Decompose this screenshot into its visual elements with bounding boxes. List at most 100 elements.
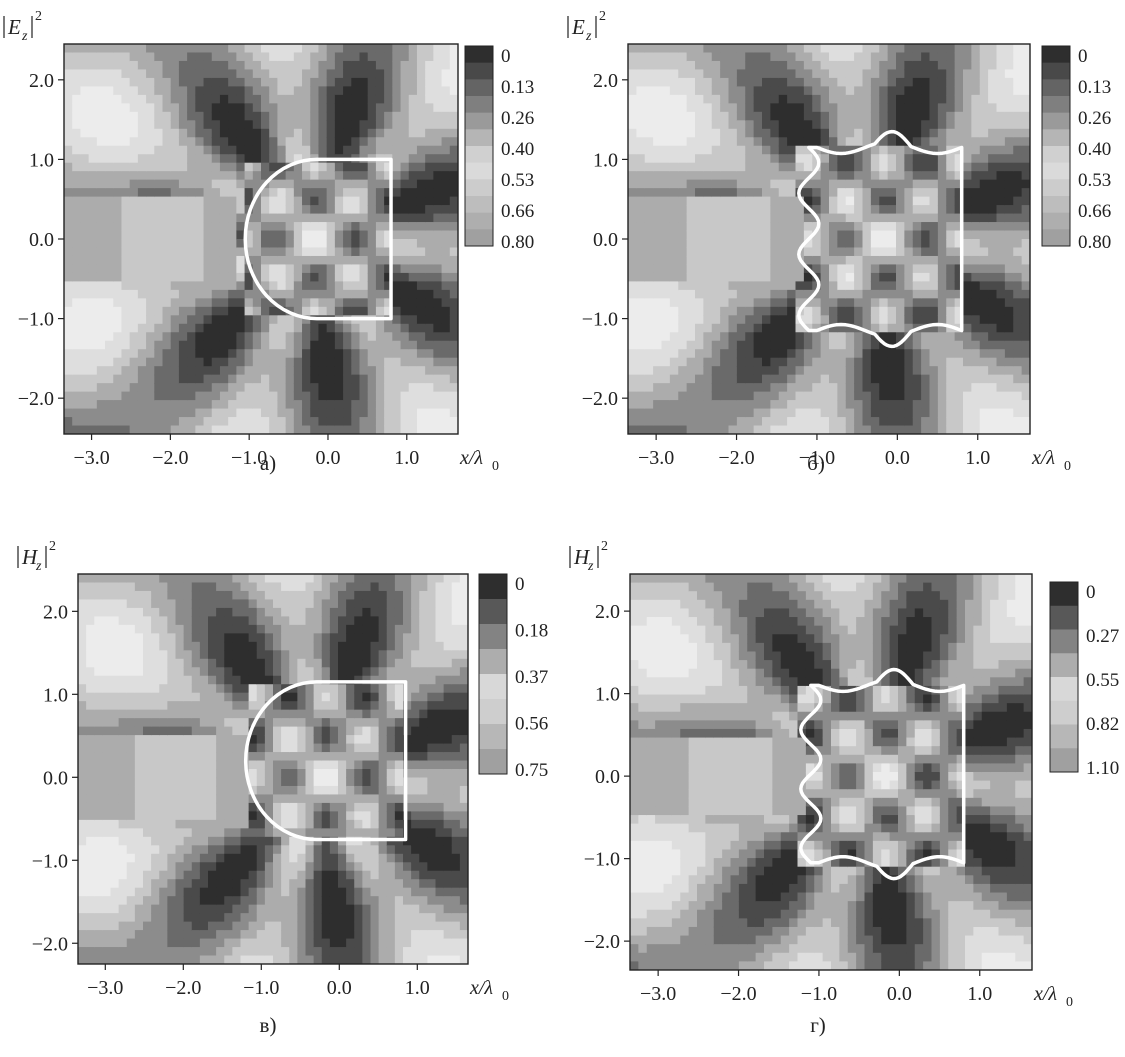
field-v	[78, 574, 468, 964]
colorbar-tick-label: 0	[1078, 46, 1088, 67]
colorbar-tick-label: 0.26	[1078, 108, 1111, 129]
panel-label: а)	[260, 451, 276, 475]
colorbar-swatch	[1042, 129, 1070, 147]
x-tick-label: −1.0	[243, 977, 279, 999]
x-tick-label: −2.0	[165, 977, 201, 999]
x-tick-label: 0.0	[315, 447, 340, 469]
x-axis-label-g: x/λ 0	[1033, 983, 1073, 1010]
colorbar-tick-label: 0.56	[515, 714, 548, 735]
y-tick-label: −2.0	[32, 933, 68, 955]
colorbar-tick-label: 0.26	[501, 108, 534, 129]
colorbar-tick-label: 0.18	[515, 621, 548, 642]
x-tick-label: 1.0	[394, 447, 419, 469]
colorbar-swatch	[479, 724, 507, 750]
quantity-subscript: z	[21, 29, 28, 44]
colorbar-tick-label: 0.75	[515, 760, 548, 781]
colorbar-tick-label: 0.40	[501, 139, 534, 160]
y-tick-label: 0.0	[29, 229, 54, 251]
field-b	[628, 44, 1030, 434]
y-tick-label: −1.0	[18, 309, 54, 331]
x-tick-label: 0.0	[887, 983, 912, 1005]
colorbar-frame	[1049, 581, 1079, 773]
colorbar-tick-label: 0.66	[501, 201, 534, 222]
colorbar-swatch	[1050, 677, 1078, 702]
scatterer-boundary-b	[797, 129, 964, 349]
x-tick-label: 1.0	[405, 977, 430, 999]
colorbar-tick-label: 0	[515, 574, 525, 595]
colorbar-swatch	[1050, 724, 1078, 749]
colorbar-swatch	[465, 62, 493, 80]
colorbar-swatch	[479, 649, 507, 675]
x-axis-label-text: x/λ	[1031, 447, 1055, 469]
colorbar-tick-label: 0.82	[1086, 714, 1119, 735]
y-tick-label: 0.0	[595, 766, 620, 788]
colorbar-tick-label: 0	[501, 46, 511, 67]
quantity-subscript: z	[35, 559, 42, 574]
panel-label: г)	[810, 1013, 826, 1037]
colorbar-swatch	[465, 229, 493, 247]
colorbar-swatch	[1050, 748, 1078, 773]
x-axis-label-b: x/λ 0	[1031, 447, 1071, 474]
panel-label: б)	[807, 451, 825, 475]
scatterer-boundary-g	[799, 667, 966, 881]
x-tick-label: −2.0	[720, 983, 756, 1005]
y-tick-label: 1.0	[43, 684, 68, 706]
scatterer-boundary-a	[243, 157, 393, 321]
quantity-symbol: E	[7, 15, 21, 39]
colorbar-swatch	[465, 146, 493, 164]
colorbar-swatch	[479, 574, 507, 600]
colorbar-tick-label: 0.66	[1078, 201, 1111, 222]
y-tick-label: −1.0	[584, 849, 620, 871]
y-tick-label: 1.0	[29, 149, 54, 171]
x-tick-label: −2.0	[152, 447, 188, 469]
colorbar-tick-label: 0.55	[1086, 670, 1119, 691]
x-tick-label: 1.0	[967, 983, 992, 1005]
y-tick-label: −1.0	[582, 309, 618, 331]
y-tick-label: 2.0	[43, 601, 68, 623]
x-tick-label: −1.0	[231, 447, 267, 469]
quantity-label-g: Hz2	[569, 539, 608, 574]
field-g	[630, 574, 1032, 970]
panel-b: −3.0 −2.0 −1.0 0.0 1.0 2.0 1.0 0.0 −1.0 −2.0 E z2 x/…	[567, 9, 1111, 475]
x-tick-label: −3.0	[640, 983, 676, 1005]
x-axis-label-a: x/λ 0	[459, 447, 499, 474]
x-axis-label-text: x/λ	[469, 977, 493, 999]
colorbar-frame	[1041, 45, 1071, 247]
colorbar-swatch	[1050, 629, 1078, 654]
colorbar-swatch	[1042, 62, 1070, 80]
x-tick-label: −3.0	[87, 977, 123, 999]
colorbar-swatch	[1042, 96, 1070, 114]
x-axis-label-subscript: 0	[1066, 995, 1073, 1010]
scatterer-boundary-v	[243, 680, 408, 842]
y-tick-label: 2.0	[595, 601, 620, 623]
colorbar-swatch	[465, 196, 493, 214]
colorbar-tick-label: 0.13	[1078, 77, 1111, 98]
quantity-superscript: 2	[599, 9, 606, 24]
colorbar-swatch	[1042, 46, 1070, 64]
colorbar-tick-label: 1.10	[1086, 758, 1119, 779]
colorbar-swatch	[1050, 605, 1078, 630]
colorbar-swatch	[465, 79, 493, 97]
y-tick-label: −2.0	[582, 388, 618, 410]
colorbar-swatch	[465, 129, 493, 147]
colorbar-tick-label: 0.27	[1086, 626, 1119, 647]
colorbar-swatch	[1042, 79, 1070, 97]
colorbar-swatch	[465, 46, 493, 64]
colorbar-swatch	[1042, 146, 1070, 164]
x-tick-label: 0.0	[885, 447, 910, 469]
y-tick-label: 0.0	[43, 767, 68, 789]
quantity-subscript: z	[585, 29, 592, 44]
colorbar-swatch	[1042, 112, 1070, 130]
colorbar-swatch	[465, 212, 493, 230]
quantity-symbol: E	[571, 15, 585, 39]
x-axis-label-subscript: 0	[1064, 459, 1071, 474]
y-tick-label: −2.0	[18, 388, 54, 410]
colorbar-v: 0 0.18 0.37 0.56 0.75	[478, 573, 548, 781]
x-tick-label: −3.0	[638, 447, 674, 469]
y-tick-label: −1.0	[32, 850, 68, 872]
colorbar-tick-label: 0.37	[515, 667, 548, 688]
colorbar-swatch	[479, 699, 507, 725]
colorbar-swatch	[465, 112, 493, 130]
